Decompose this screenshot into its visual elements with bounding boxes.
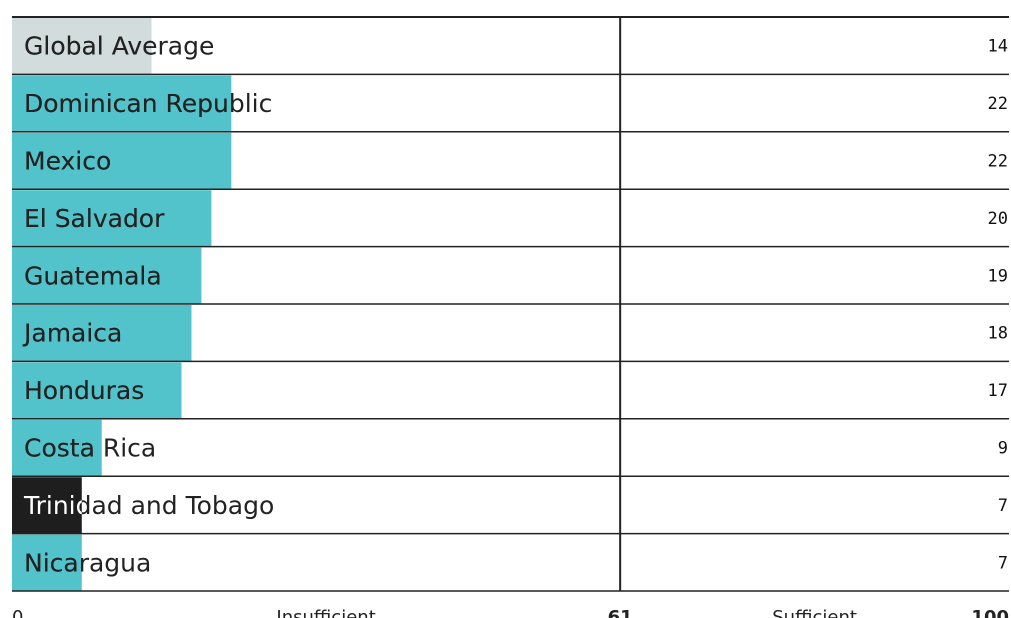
value-label: 7	[998, 496, 1008, 516]
category-label-overlay: Jamaica	[22, 319, 122, 348]
category-label: Trinidad and Tobago	[23, 491, 274, 520]
value-label: 17	[988, 381, 1008, 401]
value-label: 7	[998, 553, 1008, 573]
value-label: 22	[988, 94, 1008, 114]
category-label: Nicaragua	[24, 548, 151, 577]
value-label: 14	[988, 37, 1008, 57]
axis-end-label: 100	[971, 607, 1009, 618]
bar	[12, 305, 192, 362]
sufficient-zone-label: Sufficient	[772, 607, 857, 618]
category-label-overlay: Guatemala	[24, 261, 162, 290]
category-label: El Salvador	[24, 204, 165, 233]
category-label-overlay: Mexico	[24, 147, 111, 176]
bar	[12, 534, 82, 591]
category-label: Jamaica	[22, 319, 122, 348]
axis-start-label: 0	[12, 607, 23, 618]
category-label-overlay: Nicaragua	[24, 548, 151, 577]
threshold-label: 61	[608, 607, 633, 618]
value-label: 20	[988, 209, 1008, 229]
bar	[12, 419, 102, 477]
value-label: 22	[988, 152, 1008, 172]
bar	[12, 132, 232, 190]
category-label: Costa Rica	[24, 434, 156, 463]
category-label: Global Average	[24, 32, 214, 61]
category-label-overlay: Costa Rica	[24, 434, 156, 463]
value-label: 18	[988, 324, 1008, 344]
category-label-overlay: Global Average	[24, 32, 214, 61]
category-label: Honduras	[24, 376, 144, 405]
value-label: 9	[998, 439, 1008, 459]
category-label-overlay: El Salvador	[24, 204, 165, 233]
value-label: 19	[988, 266, 1008, 286]
insufficient-zone-label: Insufficient	[276, 607, 375, 618]
category-label: Dominican Republic	[24, 89, 272, 118]
bar	[12, 18, 152, 75]
category-label-overlay: Trinidad and Tobago	[23, 491, 274, 520]
bar	[12, 190, 212, 247]
bar	[12, 247, 202, 304]
bar	[12, 362, 182, 419]
category-label: Mexico	[24, 147, 111, 176]
category-label-overlay: Dominican Republic	[24, 89, 272, 118]
category-label-overlay: Honduras	[24, 376, 144, 405]
category-label: Guatemala	[24, 261, 162, 290]
bar	[12, 75, 232, 132]
chart-axis: 0 Insufficient 61 Sufficient 100	[12, 607, 1009, 618]
bar	[12, 477, 82, 534]
